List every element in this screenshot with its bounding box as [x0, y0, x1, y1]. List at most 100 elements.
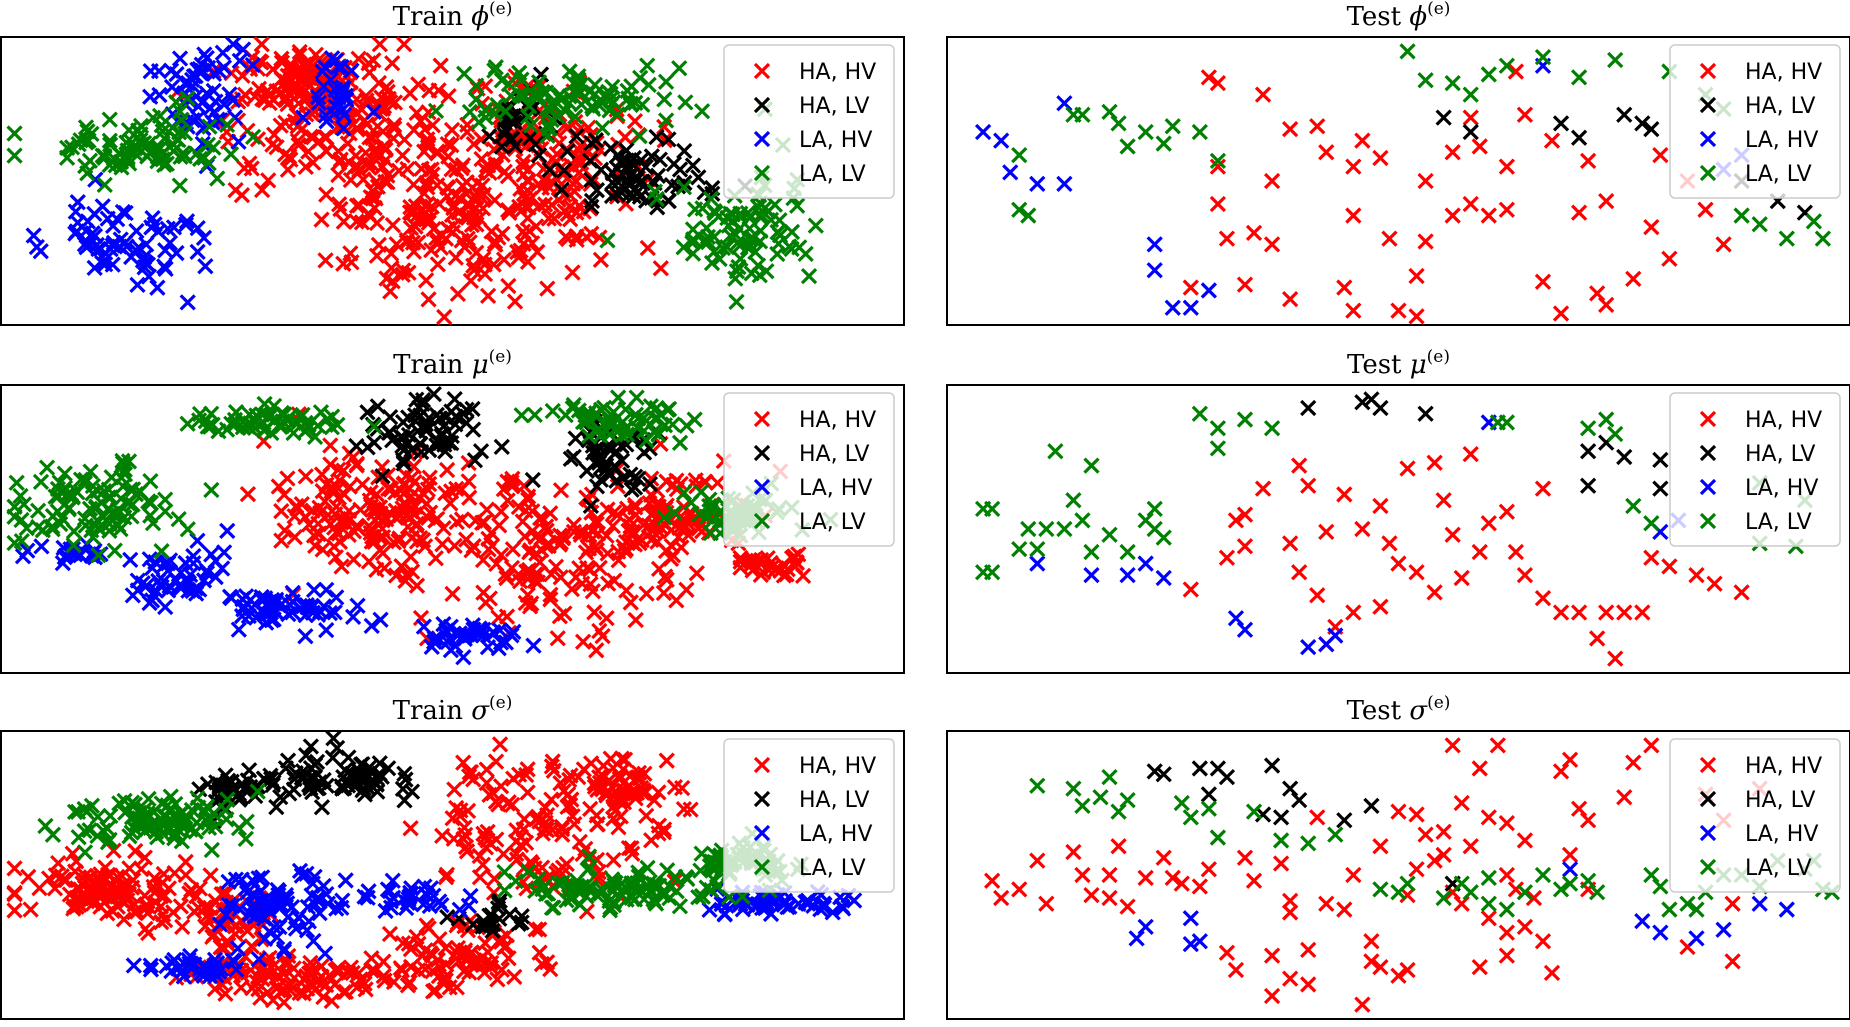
scatter-point	[622, 96, 639, 113]
scatter-point	[671, 434, 689, 451]
scatter-point	[627, 94, 644, 112]
scatter-point	[556, 605, 573, 622]
scatter-point	[179, 415, 196, 432]
scatter-point	[639, 239, 656, 257]
scatter-point	[349, 979, 366, 996]
legend-label: LA, LV	[1745, 510, 1812, 535]
scatter-point	[1715, 236, 1732, 253]
scatter-point	[332, 200, 349, 218]
scatter-point	[1643, 515, 1660, 532]
scatter-point	[582, 497, 599, 515]
scatter-point	[67, 225, 84, 242]
scatter-point	[131, 240, 148, 257]
scatter-point	[221, 588, 239, 605]
scatter-point	[683, 494, 700, 511]
scatter-point	[374, 520, 391, 537]
scatter-point	[1182, 581, 1199, 598]
scatter-point	[552, 482, 570, 499]
scatter-point	[275, 965, 292, 983]
scatter-point	[1092, 789, 1109, 806]
scatter-point	[1137, 918, 1154, 935]
scatter-point	[175, 968, 192, 985]
scatter-point	[728, 293, 745, 311]
scatter-point	[638, 585, 655, 602]
legend-marker	[753, 824, 771, 842]
scatter-point	[1209, 152, 1227, 169]
legend-box	[723, 44, 895, 199]
scatter-point	[686, 201, 704, 218]
scatter-point	[214, 44, 231, 61]
scatter-point	[368, 247, 386, 264]
scatter-point	[1056, 95, 1073, 112]
scatter-point	[1462, 195, 1479, 213]
scatter-point	[313, 799, 331, 816]
scatter-point	[515, 153, 532, 170]
scatter-point	[427, 102, 445, 119]
scatter-point	[361, 129, 378, 146]
scatter-point	[154, 825, 171, 842]
scatter-point	[286, 770, 303, 788]
scatter-point	[1778, 901, 1795, 918]
scatter-point	[399, 894, 416, 912]
scatter-point	[282, 597, 299, 614]
scatter-point	[539, 280, 556, 297]
scatter-point	[703, 881, 720, 899]
scatter-point	[344, 608, 362, 626]
scatter-point	[334, 102, 351, 119]
scatter-point	[542, 505, 559, 522]
scatter-point	[403, 783, 421, 800]
scatter-point	[511, 198, 528, 216]
scatter-point	[531, 197, 548, 214]
scatter-point	[1724, 953, 1741, 970]
scatter-point	[456, 65, 473, 82]
scatter-point	[1534, 933, 1552, 950]
scatter-point	[479, 287, 497, 304]
scatter-point	[475, 514, 493, 531]
scatter-point	[202, 867, 219, 884]
scatter-point	[163, 963, 180, 980]
legend-label: LA, HV	[799, 476, 872, 501]
scatter-point	[566, 880, 584, 897]
scatter-point	[493, 138, 511, 155]
scatter-point	[414, 395, 431, 412]
scatter-point	[572, 76, 589, 93]
scatter-point	[335, 255, 352, 272]
legend-label: HA, HV	[799, 754, 876, 779]
scatter-point	[1318, 144, 1335, 161]
scatter-point	[536, 196, 554, 213]
scatter-point	[1155, 529, 1172, 546]
scatter-point	[310, 94, 327, 112]
scatter-point	[15, 496, 33, 513]
scatter-point	[1751, 895, 1768, 912]
scatter-point	[220, 873, 237, 891]
scatter-point	[199, 776, 217, 793]
scatter-point	[340, 773, 357, 790]
scatter-point	[250, 951, 267, 968]
scatter-point	[327, 962, 344, 979]
scatter-point	[1218, 230, 1236, 247]
scatter-point	[439, 135, 456, 153]
scatter-point	[693, 845, 710, 862]
scatter-point	[447, 249, 464, 266]
panel-title-superscript: (e)	[1427, 347, 1450, 367]
scatter-point	[559, 798, 576, 816]
scatter-point	[816, 896, 833, 914]
scatter-point	[1101, 526, 1118, 543]
scatter-point	[262, 767, 279, 784]
scatter-point	[357, 87, 375, 105]
scatter-point	[462, 272, 479, 290]
scatter-point	[102, 807, 119, 825]
scatter-point	[94, 147, 111, 164]
scatter-point	[687, 472, 704, 489]
scatter-point	[601, 102, 618, 119]
scatter-point	[291, 984, 308, 1001]
scatter-point	[1200, 786, 1218, 803]
scatter-point	[381, 925, 399, 943]
scatter-point	[413, 160, 430, 177]
scatter-point	[420, 475, 438, 493]
scatter-point	[559, 143, 576, 160]
scatter-point	[1426, 584, 1443, 601]
scatter-point	[739, 239, 756, 256]
scatter-point	[423, 638, 440, 655]
scatter-point	[293, 867, 310, 884]
